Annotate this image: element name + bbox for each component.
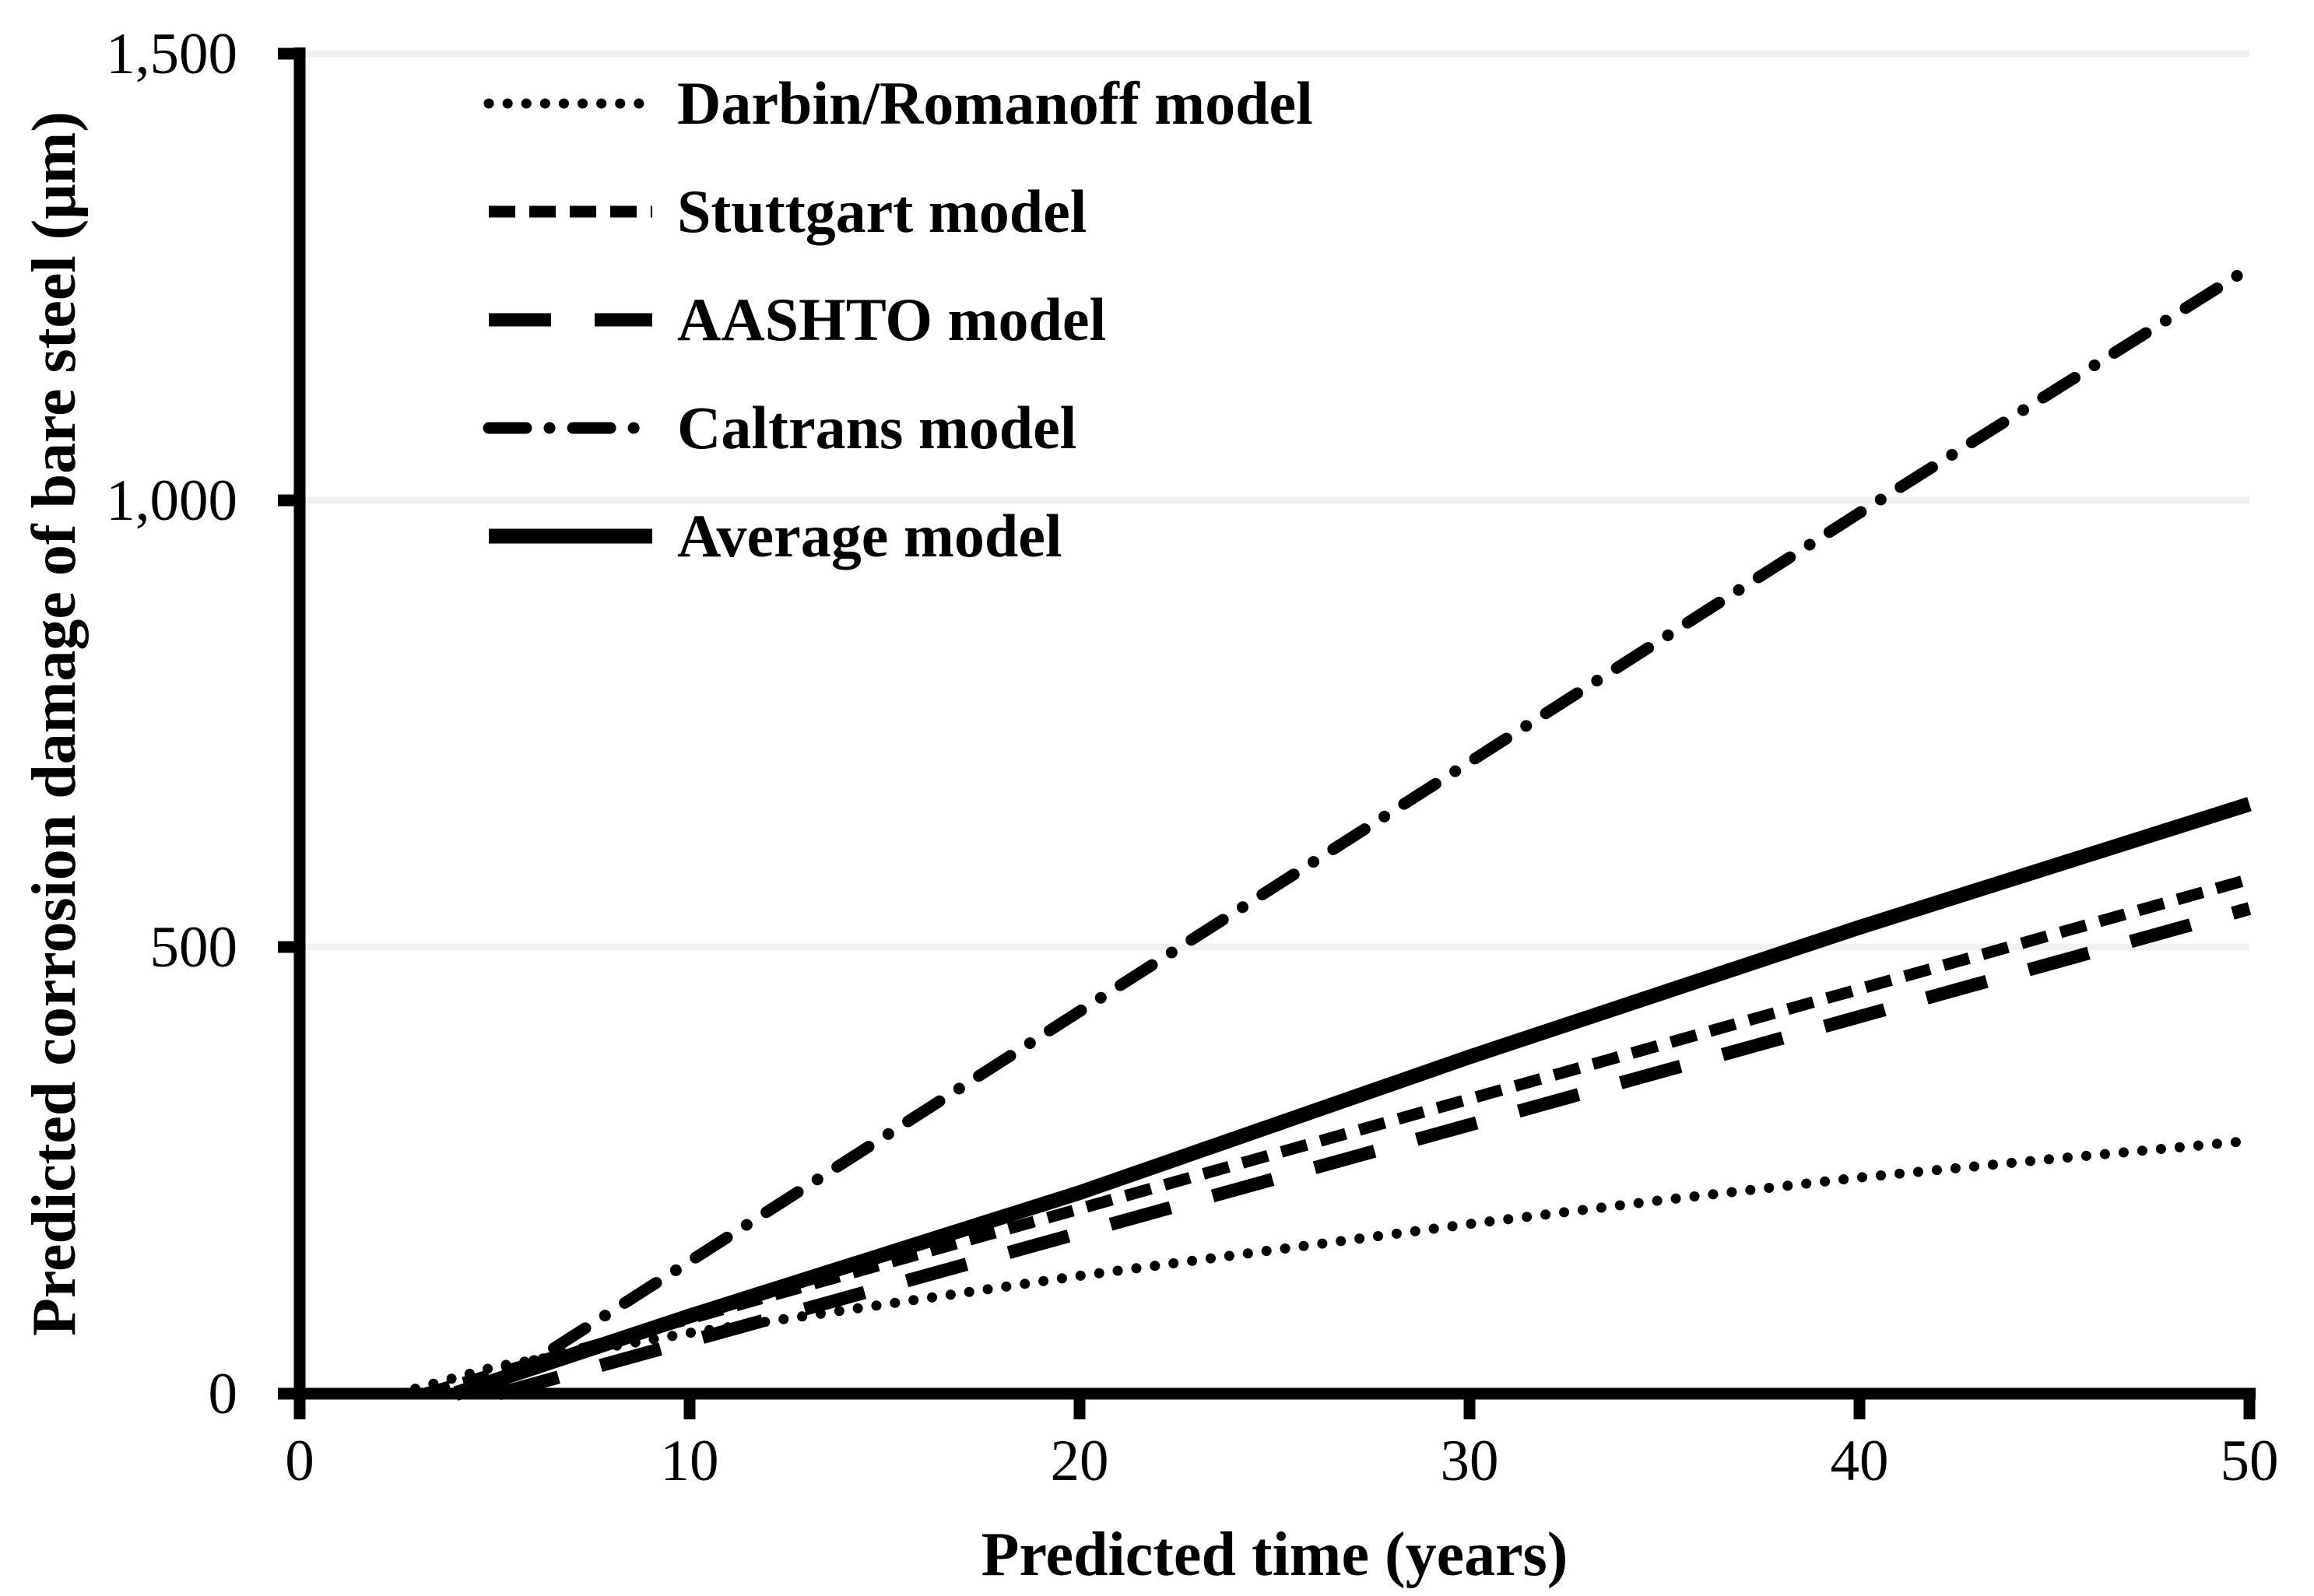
x-tick-label: 0: [285, 1429, 314, 1493]
legend-line-sample-solid: [489, 528, 652, 543]
series-line-1: [423, 873, 2252, 1400]
legend-line-sample-dash-dot: [483, 422, 658, 433]
legend-item-aashto: AASHTO model: [483, 265, 1313, 374]
legend-label: Darbin/Romanoff model: [677, 68, 1313, 137]
y-axis-title: Predicted corrosion damage of bare steel…: [20, 111, 89, 1336]
series-line-4: [453, 797, 2252, 1401]
legend-item-caltrans: Caltrans model: [483, 374, 1313, 482]
legend-label: Caltrans model: [677, 393, 1077, 461]
x-axis-title: Predicted time (years): [981, 1521, 1568, 1589]
chart-legend: Darbin/Romanoff model Stuttgart model AA…: [483, 49, 1313, 590]
legend-item-stuttgart: Stuttgart model: [483, 157, 1313, 265]
legend-item-darbin-romanoff: Darbin/Romanoff model: [483, 49, 1313, 157]
legend-label: AASHTO model: [677, 285, 1107, 353]
x-tick-label: 10: [660, 1429, 719, 1493]
y-tick-label: 500: [149, 915, 238, 980]
x-tick-label: 40: [1830, 1429, 1889, 1493]
legend-line-sample-long-dash: [489, 313, 652, 326]
x-tick-label: 30: [1440, 1429, 1499, 1493]
legend-label: Average model: [677, 501, 1062, 570]
y-tick-label: 0: [208, 1362, 238, 1426]
series-line-3: [477, 262, 2256, 1400]
legend-line-sample-dotted: [483, 98, 658, 108]
legend-line-sample-dash: [489, 205, 652, 217]
x-tick-label: 50: [2220, 1429, 2279, 1493]
y-tick-label: 1,500: [106, 22, 237, 86]
x-tick-label: 20: [1050, 1429, 1109, 1493]
series-line-2: [497, 902, 2252, 1401]
legend-item-average: Average model: [483, 482, 1313, 590]
legend-label: Stuttgart model: [677, 177, 1087, 245]
y-tick-label: 1,000: [106, 468, 237, 533]
